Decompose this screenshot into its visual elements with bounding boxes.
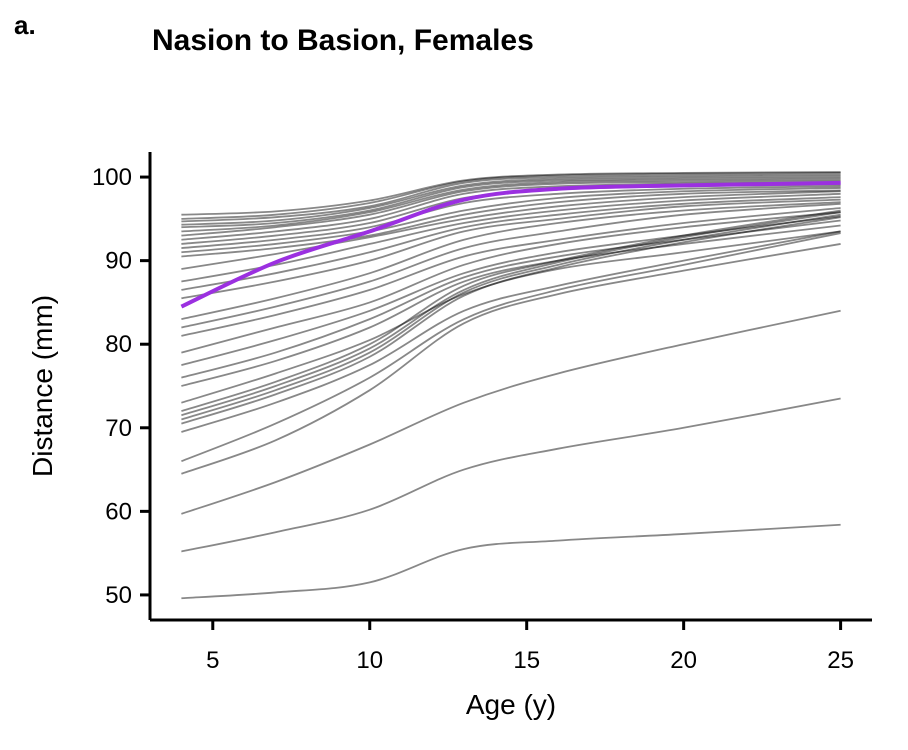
y-tick-label-90: 90	[105, 248, 132, 275]
highlight-series-line	[180, 180, 841, 309]
panel-label: a.	[14, 10, 36, 40]
series-line-31	[181, 243, 841, 475]
y-tick-label-100: 100	[92, 164, 132, 191]
series-line-13	[181, 190, 841, 270]
x-ticks: 5 10 15 20 25	[206, 620, 854, 674]
series-line-14	[181, 192, 841, 283]
series-line-7	[181, 180, 841, 237]
x-tick-label-10: 10	[356, 647, 383, 674]
series-line-11	[181, 187, 841, 254]
series-line-30	[181, 232, 841, 463]
x-tick-label-5: 5	[206, 647, 219, 674]
x-tick-label-20: 20	[670, 647, 697, 674]
chart-title: Nasion to Basion, Females	[152, 24, 534, 57]
series-line-19	[181, 207, 841, 337]
y-ticks: 50 60 70 80 90 100	[92, 164, 150, 609]
x-tick-label-25: 25	[827, 647, 854, 674]
series-layer	[181, 171, 841, 600]
y-axis-label: Distance (mm)	[27, 295, 58, 477]
series-line-28	[181, 216, 841, 425]
series-line-2	[181, 171, 841, 220]
series-line-25	[181, 209, 841, 412]
series-line-16	[181, 198, 841, 300]
series-line-29	[181, 230, 841, 433]
series-line-23	[181, 224, 841, 387]
x-axis-label: Age (y)	[466, 689, 556, 720]
series-line-32	[181, 309, 841, 515]
series-line-27	[181, 213, 841, 421]
series-line-20	[181, 211, 841, 354]
series-line-17	[181, 201, 841, 321]
series-line-5	[181, 177, 841, 229]
series-line-33	[181, 397, 841, 553]
series-line-18	[181, 202, 841, 329]
series-line-3	[181, 173, 841, 223]
axes-layer	[148, 152, 872, 622]
series-line-10	[181, 185, 841, 250]
series-line-15	[181, 196, 841, 291]
y-tick-label-70: 70	[105, 415, 132, 442]
series-line-4	[181, 175, 841, 226]
y-tick-label-60: 60	[105, 498, 132, 525]
y-tick-label-80: 80	[105, 331, 132, 358]
x-tick-label-15: 15	[513, 647, 540, 674]
series-line-26	[181, 211, 841, 417]
series-line-12	[181, 189, 841, 258]
series-line-34	[181, 523, 841, 600]
y-tick-label-50: 50	[105, 582, 132, 609]
series-line-6	[181, 178, 841, 233]
series-line-24	[181, 230, 841, 404]
highlight-layer	[180, 180, 841, 309]
